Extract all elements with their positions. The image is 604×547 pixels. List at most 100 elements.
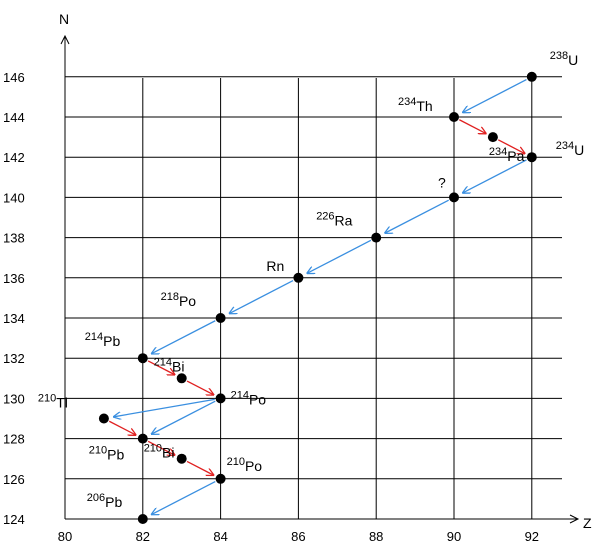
tick-labels: 80 82 84 86 88 90 92 124 126 128 130 132 134 136 138 14… — [3, 70, 539, 544]
alpha-decay-arrow — [463, 78, 527, 113]
nuclide-label: 214Bi — [154, 356, 185, 374]
element-symbol: Tl — [56, 395, 68, 411]
nuclide-points — [98, 71, 537, 524]
nuclide-label: 210Bi — [144, 443, 175, 461]
mass-number: 214 — [85, 331, 103, 343]
alpha-decay-arrow — [152, 320, 216, 354]
x-axis-label: Z — [583, 515, 592, 531]
element-symbol: Pb — [105, 494, 122, 510]
element-symbol: Pb — [103, 333, 120, 349]
nuclide-point — [526, 71, 537, 82]
element-symbol: Rn — [266, 258, 284, 274]
alpha-decay-arrow — [229, 279, 294, 314]
element-symbol: Th — [416, 98, 432, 114]
element-symbol: Po — [249, 391, 266, 407]
nuclide-point — [137, 433, 148, 444]
nuclide-point — [215, 473, 226, 484]
nuclide-label: 210Pb — [89, 445, 125, 463]
nuclide-label: 234Th — [398, 96, 433, 114]
alpha-decay-arrow — [152, 480, 216, 515]
y-tick-label: 130 — [3, 391, 25, 406]
decay-arrows — [108, 78, 527, 515]
y-tick-label: 136 — [3, 271, 25, 286]
y-tick-label: 144 — [3, 110, 25, 125]
mass-number: 234 — [398, 96, 416, 108]
nuclide-label: 238U — [550, 50, 578, 68]
nuclide-label: 210Po — [227, 456, 263, 474]
y-tick-label: 142 — [3, 150, 25, 165]
beta-decay-arrow — [108, 420, 135, 435]
nuclide-point — [215, 313, 226, 323]
mass-number: 234 — [556, 140, 574, 152]
nuclide-point — [449, 112, 459, 122]
mass-number: 210 — [89, 445, 107, 457]
element-symbol: U — [568, 52, 578, 68]
nuclide-point — [487, 132, 498, 143]
mass-number: 210 — [144, 443, 162, 455]
mass-number: 234 — [489, 146, 507, 158]
beta-decay-arrow — [147, 360, 174, 375]
nuclide-label: 210Tl — [38, 393, 68, 411]
nuclide-label: 226Ra — [316, 211, 352, 229]
y-tick-label: 140 — [3, 190, 25, 205]
x-tick-label: 92 — [525, 529, 539, 544]
nuclide-label: 214Po — [231, 389, 267, 407]
y-tick-label: 126 — [3, 472, 25, 487]
x-axis-arrow-icon — [569, 514, 580, 524]
nuclide-point — [215, 393, 226, 404]
nuclide-point — [176, 453, 187, 464]
mass-number: 238 — [550, 50, 568, 62]
nuclide-labels: 238U234Th234Pa234U?226RaRn218Po214Pb214B… — [38, 50, 584, 510]
nuclide-point — [137, 353, 148, 364]
x-tick-label: 84 — [213, 529, 227, 544]
alpha-decay-arrow — [463, 159, 527, 193]
mass-number: 218 — [161, 291, 179, 303]
element-symbol: U — [574, 142, 584, 158]
nuclide-point — [137, 514, 148, 524]
y-tick-label: 124 — [3, 512, 25, 527]
mass-number: 210 — [227, 456, 245, 468]
alpha-decay-arrow — [152, 400, 216, 434]
grid — [64, 76, 562, 520]
nuclide-point — [176, 373, 187, 384]
mass-number: 214 — [231, 389, 249, 401]
nuclide-point — [98, 413, 109, 424]
x-tick-label: 82 — [136, 529, 150, 544]
beta-decay-arrow — [497, 139, 524, 154]
axes — [60, 34, 580, 524]
nuclide-label: 234U — [556, 140, 584, 158]
nuclide-label: 218Po — [161, 291, 197, 309]
element-symbol: Bi — [162, 445, 174, 461]
x-tick-label: 88 — [369, 529, 383, 544]
beta-decay-arrow — [186, 460, 213, 475]
nuclide-label: 206Pb — [87, 492, 123, 510]
alpha-decay-arrow — [307, 239, 372, 273]
element-symbol: ? — [438, 174, 446, 190]
nuclide-label: ? — [438, 174, 446, 190]
element-symbol: Pa — [507, 148, 524, 164]
nuclide-point — [371, 232, 382, 243]
nuclide-point — [526, 152, 537, 163]
element-symbol: Pb — [107, 447, 124, 463]
y-tick-label: 138 — [3, 231, 25, 246]
mass-number: 214 — [154, 356, 172, 368]
alpha-decay-arrow — [114, 398, 215, 416]
nuclide-point — [449, 192, 459, 203]
y-tick-label: 132 — [3, 351, 25, 366]
x-tick-label: 90 — [447, 529, 461, 544]
element-symbol: Ra — [335, 213, 353, 229]
nuclide-label: 214Pb — [85, 331, 121, 349]
beta-decay-arrow — [186, 380, 213, 395]
y-axis-arrow-icon — [60, 34, 70, 45]
element-symbol: Po — [179, 293, 196, 309]
nuclide-point — [293, 272, 304, 283]
mass-number: 210 — [38, 393, 56, 405]
y-tick-label: 146 — [3, 70, 25, 85]
nuclide-label: 234Pa — [489, 146, 525, 164]
y-tick-label: 128 — [3, 432, 25, 447]
nuclide-label: Rn — [266, 258, 284, 274]
x-tick-label: 86 — [291, 529, 305, 544]
element-symbol: Po — [245, 458, 262, 474]
alpha-decay-arrow — [385, 199, 449, 233]
